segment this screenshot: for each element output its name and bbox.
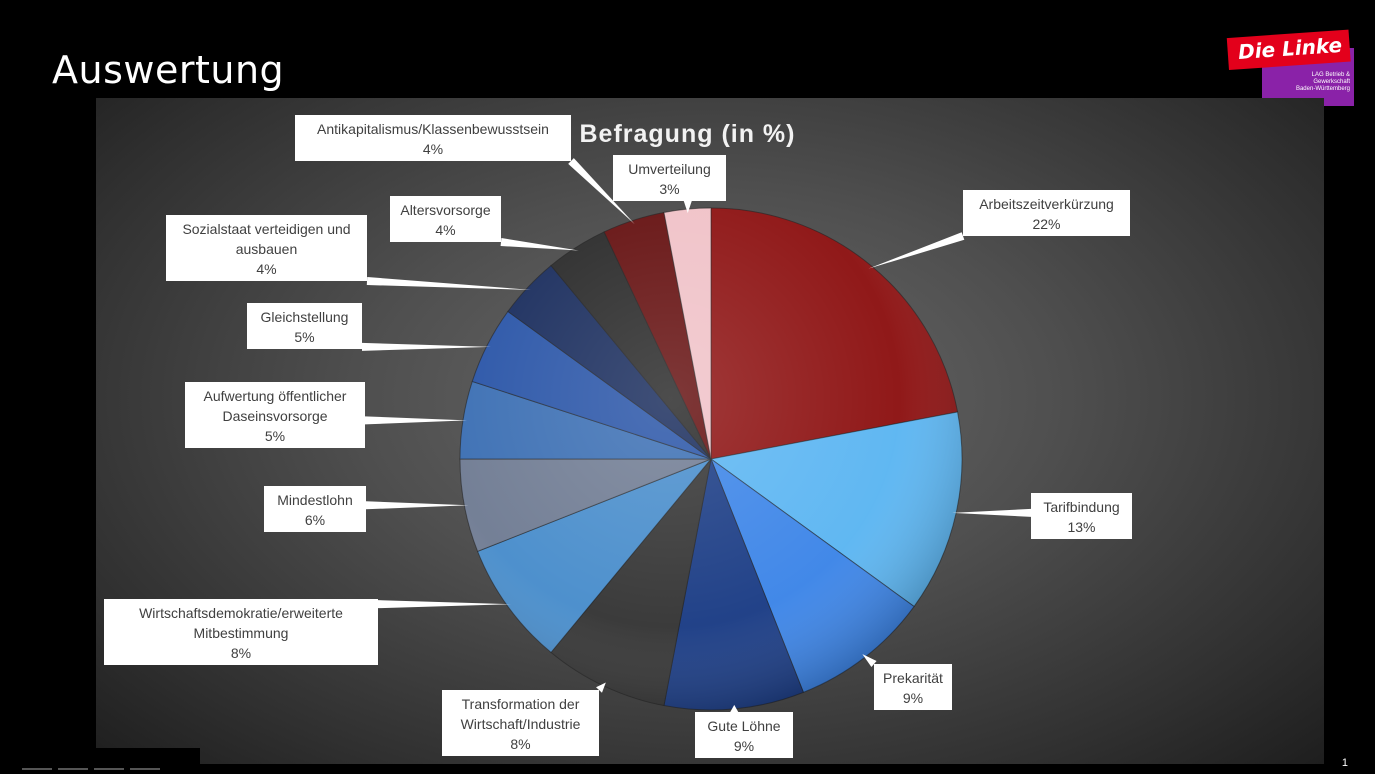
data-label-category: Transformation der: [462, 696, 580, 712]
pie-sheen: [460, 208, 962, 710]
die-linke-logo: Die Linke LAG Betrieb & Gewerkschaft Bad…: [1226, 29, 1354, 106]
data-label-value: 4%: [256, 261, 276, 277]
data-label-category: Umverteilung: [628, 161, 710, 177]
data-label-category: Prekarität: [883, 670, 943, 686]
label-leader-line: [362, 342, 491, 351]
label-leader-line: [868, 232, 965, 269]
data-label-box: [874, 664, 952, 710]
data-label-value: 4%: [435, 222, 455, 238]
data-label-value: 5%: [294, 329, 314, 345]
label-leader-line: [568, 158, 635, 225]
data-label-value: 5%: [265, 428, 285, 444]
data-label-category: Gute Löhne: [707, 718, 780, 734]
page-number: 1: [1341, 757, 1348, 769]
data-label-box: [390, 196, 501, 242]
data-label-category: Daseinsvorsorge: [222, 408, 327, 424]
data-label-category: Altersvorsorge: [400, 202, 490, 218]
data-label-category: Antikapitalismus/Klassenbewusstsein: [317, 121, 549, 137]
data-label-box: [695, 712, 793, 758]
data-label-value: 8%: [231, 645, 251, 661]
data-label-box: [963, 190, 1130, 236]
data-label-box: [442, 690, 599, 756]
label-leader-line: [365, 416, 468, 425]
data-label-value: 6%: [305, 512, 325, 528]
data-label-category: Sozialstaat verteidigen und: [182, 221, 350, 237]
logo-sub-line: Gewerkschaft: [1313, 79, 1350, 85]
logo-sub-line: Baden-Württemberg: [1295, 86, 1350, 92]
data-label-category: Gleichstellung: [261, 309, 349, 325]
label-leader-line: [683, 201, 692, 214]
label-leader-line: [366, 277, 531, 290]
data-label-category: Tarifbindung: [1043, 499, 1119, 515]
footer-mark: [22, 768, 162, 770]
label-leader-line: [366, 501, 469, 510]
data-label-value: 13%: [1067, 519, 1095, 535]
data-label-box: [295, 115, 571, 161]
data-label-box: [613, 155, 726, 201]
data-label-category: ausbauen: [236, 241, 298, 257]
data-label-value: 9%: [903, 690, 923, 706]
data-label-category: Arbeitszeitverkürzung: [979, 196, 1114, 212]
label-leader-line: [500, 238, 579, 251]
label-leader-line: [378, 600, 512, 609]
slide-title: Auswertung: [52, 48, 285, 92]
logo-subtitle: LAG Betrieb & Gewerkschaft Baden-Württem…: [1296, 72, 1350, 93]
data-label-value: 9%: [734, 738, 754, 754]
logo-sub-line: LAG Betrieb &: [1311, 72, 1350, 78]
data-label-box: [166, 215, 367, 281]
label-leader-line: [952, 508, 1031, 517]
data-label-value: 22%: [1032, 216, 1060, 232]
data-label-box: [247, 303, 362, 349]
chart-title: Befragung (in %): [579, 120, 796, 148]
data-label-value: 4%: [423, 141, 443, 157]
data-label-box: [104, 599, 378, 665]
data-label-value: 3%: [659, 181, 679, 197]
data-label-box: [1031, 493, 1132, 539]
data-label-category: Mindestlohn: [277, 492, 353, 508]
data-label-category: Wirtschaft/Industrie: [461, 716, 581, 732]
data-label-box: [264, 486, 366, 532]
footer-bar: [0, 748, 200, 774]
data-label-category: Aufwertung öffentlicher: [204, 388, 347, 404]
label-leader-line: [596, 682, 606, 693]
data-label-category: Wirtschaftsdemokratie/erweiterte: [139, 605, 343, 621]
data-label-value: 8%: [510, 736, 530, 752]
label-leader-line: [730, 704, 739, 712]
data-label-box: [185, 382, 365, 448]
label-leader-line: [862, 654, 877, 668]
data-label-category: Mitbestimmung: [194, 625, 289, 641]
